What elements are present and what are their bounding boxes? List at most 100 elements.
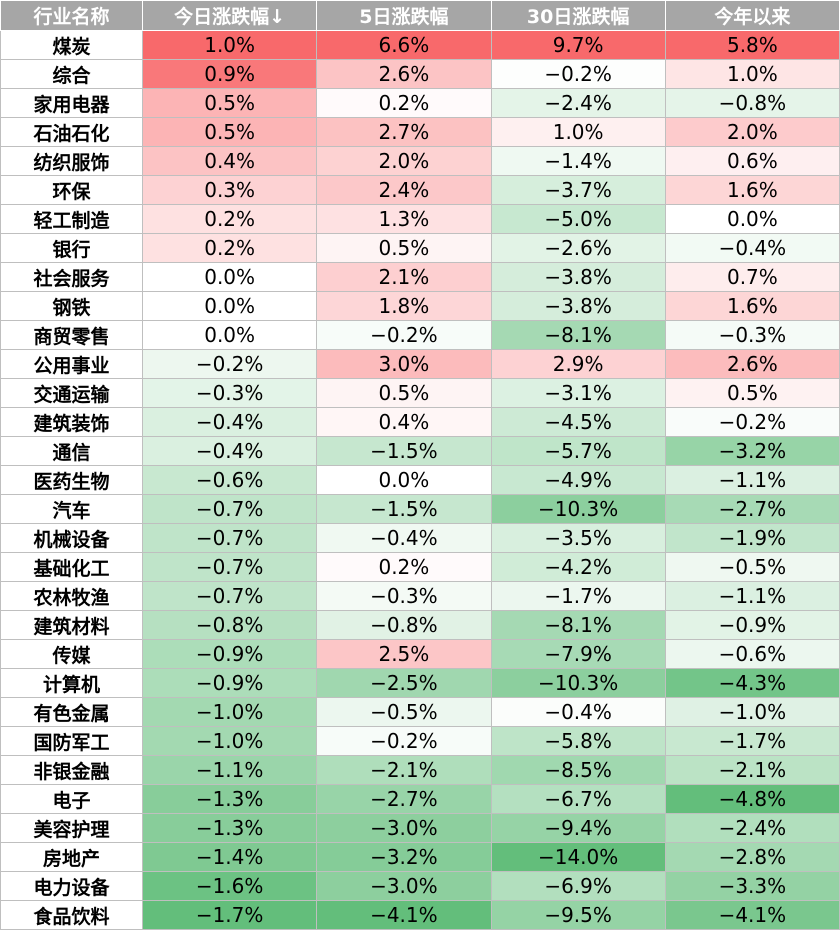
30day-change-cell: −0.2% (490, 59, 666, 89)
30day-change-cell: −6.9% (490, 871, 666, 901)
5day-change-cell: −3.0% (316, 871, 492, 901)
sector-name-cell: 银行 (0, 233, 143, 263)
5day-change-cell: 2.6% (316, 59, 492, 89)
5day-change-cell: 0.5% (316, 378, 492, 408)
5day-change-cell: 2.5% (316, 639, 492, 669)
today-change-cell: 0.2% (141, 204, 318, 234)
ytd-change-cell: −2.1% (664, 755, 840, 785)
sector-name-cell: 建筑材料 (0, 610, 143, 640)
sector-name-cell: 电子 (0, 784, 143, 814)
table-row: 社会服务 0.0% 2.1% −3.8% 0.7% (0, 262, 840, 292)
today-change-cell: −0.8% (141, 610, 318, 640)
table-row: 机械设备 −0.7% −0.4% −3.5% −1.9% (0, 523, 840, 553)
ytd-change-cell: 1.6% (664, 175, 840, 205)
30day-change-cell: −7.9% (490, 639, 666, 669)
5day-change-cell: −0.5% (316, 697, 492, 727)
sector-name-cell: 国防军工 (0, 726, 143, 756)
header-ytd-change[interactable]: 今年以来 (664, 0, 840, 31)
sector-name-cell: 纺织服饰 (0, 146, 143, 176)
today-change-cell: −1.0% (141, 697, 318, 727)
today-change-cell: −1.6% (141, 871, 318, 901)
table-row: 通信 −0.4% −1.5% −5.7% −3.2% (0, 436, 840, 466)
table-row: 轻工制造 0.2% 1.3% −5.0% 0.0% (0, 204, 840, 234)
5day-change-cell: 1.8% (316, 291, 492, 321)
header-sector-name[interactable]: 行业名称 (0, 0, 143, 31)
today-change-cell: 1.0% (141, 30, 318, 60)
table-body: 煤炭 1.0% 6.6% 9.7% 5.8% 综合 0.9% 2.6% −0.2% 1.0% 家用电… (0, 30, 840, 930)
30day-change-cell: −8.5% (490, 755, 666, 785)
today-change-cell: −1.3% (141, 784, 318, 814)
5day-change-cell: −4.1% (316, 900, 492, 930)
ytd-change-cell: −0.8% (664, 88, 840, 118)
header-5day-change[interactable]: 5日涨跌幅 (316, 0, 492, 31)
ytd-change-cell: −2.7% (664, 494, 840, 524)
30day-change-cell: −14.0% (490, 842, 666, 872)
header-today-change[interactable]: 今日涨跌幅↓ (141, 0, 318, 31)
30day-change-cell: −3.8% (490, 291, 666, 321)
table-row: 非银金融 −1.1% −2.1% −8.5% −2.1% (0, 755, 840, 785)
table-row: 基础化工 −0.7% 0.2% −4.2% −0.5% (0, 552, 840, 582)
5day-change-cell: −0.3% (316, 581, 492, 611)
sector-name-cell: 机械设备 (0, 523, 143, 553)
sector-name-cell: 食品饮料 (0, 900, 143, 930)
today-change-cell: −0.7% (141, 552, 318, 582)
ytd-change-cell: 0.7% (664, 262, 840, 292)
ytd-change-cell: 1.0% (664, 59, 840, 89)
ytd-change-cell: −1.9% (664, 523, 840, 553)
today-change-cell: 0.5% (141, 88, 318, 118)
5day-change-cell: −2.7% (316, 784, 492, 814)
30day-change-cell: −3.1% (490, 378, 666, 408)
ytd-change-cell: 5.8% (664, 30, 840, 60)
sector-name-cell: 环保 (0, 175, 143, 205)
30day-change-cell: −1.7% (490, 581, 666, 611)
table-row: 医药生物 −0.6% 0.0% −4.9% −1.1% (0, 465, 840, 495)
sector-name-cell: 社会服务 (0, 262, 143, 292)
today-change-cell: −0.3% (141, 378, 318, 408)
5day-change-cell: −2.1% (316, 755, 492, 785)
table-row: 电子 −1.3% −2.7% −6.7% −4.8% (0, 784, 840, 814)
ytd-change-cell: −4.8% (664, 784, 840, 814)
ytd-change-cell: 1.6% (664, 291, 840, 321)
ytd-change-cell: 0.6% (664, 146, 840, 176)
5day-change-cell: 2.4% (316, 175, 492, 205)
table-row: 建筑装饰 −0.4% 0.4% −4.5% −0.2% (0, 407, 840, 437)
ytd-change-cell: −1.1% (664, 581, 840, 611)
today-change-cell: −1.4% (141, 842, 318, 872)
5day-change-cell: −3.2% (316, 842, 492, 872)
table-row: 石油石化 0.5% 2.7% 1.0% 2.0% (0, 117, 840, 147)
today-change-cell: −1.7% (141, 900, 318, 930)
ytd-change-cell: −4.1% (664, 900, 840, 930)
ytd-change-cell: 0.5% (664, 378, 840, 408)
sector-name-cell: 房地产 (0, 842, 143, 872)
30day-change-cell: −10.3% (490, 494, 666, 524)
5day-change-cell: −0.2% (316, 320, 492, 350)
sector-name-cell: 农林牧渔 (0, 581, 143, 611)
today-change-cell: −0.7% (141, 581, 318, 611)
30day-change-cell: −3.7% (490, 175, 666, 205)
30day-change-cell: 2.9% (490, 349, 666, 379)
5day-change-cell: −0.8% (316, 610, 492, 640)
sector-name-cell: 轻工制造 (0, 204, 143, 234)
5day-change-cell: −1.5% (316, 436, 492, 466)
30day-change-cell: −5.7% (490, 436, 666, 466)
header-30day-change[interactable]: 30日涨跌幅 (490, 0, 666, 31)
ytd-change-cell: −2.4% (664, 813, 840, 843)
table-row: 家用电器 0.5% 0.2% −2.4% −0.8% (0, 88, 840, 118)
table-row: 环保 0.3% 2.4% −3.7% 1.6% (0, 175, 840, 205)
table-row: 房地产 −1.4% −3.2% −14.0% −2.8% (0, 842, 840, 872)
5day-change-cell: 2.1% (316, 262, 492, 292)
table-row: 纺织服饰 0.4% 2.0% −1.4% 0.6% (0, 146, 840, 176)
table-row: 交通运输 −0.3% 0.5% −3.1% 0.5% (0, 378, 840, 408)
30day-change-cell: −8.1% (490, 610, 666, 640)
ytd-change-cell: −3.3% (664, 871, 840, 901)
ytd-change-cell: −0.6% (664, 639, 840, 669)
table-row: 电力设备 −1.6% −3.0% −6.9% −3.3% (0, 871, 840, 901)
5day-change-cell: 0.2% (316, 552, 492, 582)
table-row: 农林牧渔 −0.7% −0.3% −1.7% −1.1% (0, 581, 840, 611)
sector-name-cell: 石油石化 (0, 117, 143, 147)
today-change-cell: 0.0% (141, 320, 318, 350)
5day-change-cell: 0.5% (316, 233, 492, 263)
today-change-cell: −0.7% (141, 523, 318, 553)
table-row: 商贸零售 0.0% −0.2% −8.1% −0.3% (0, 320, 840, 350)
